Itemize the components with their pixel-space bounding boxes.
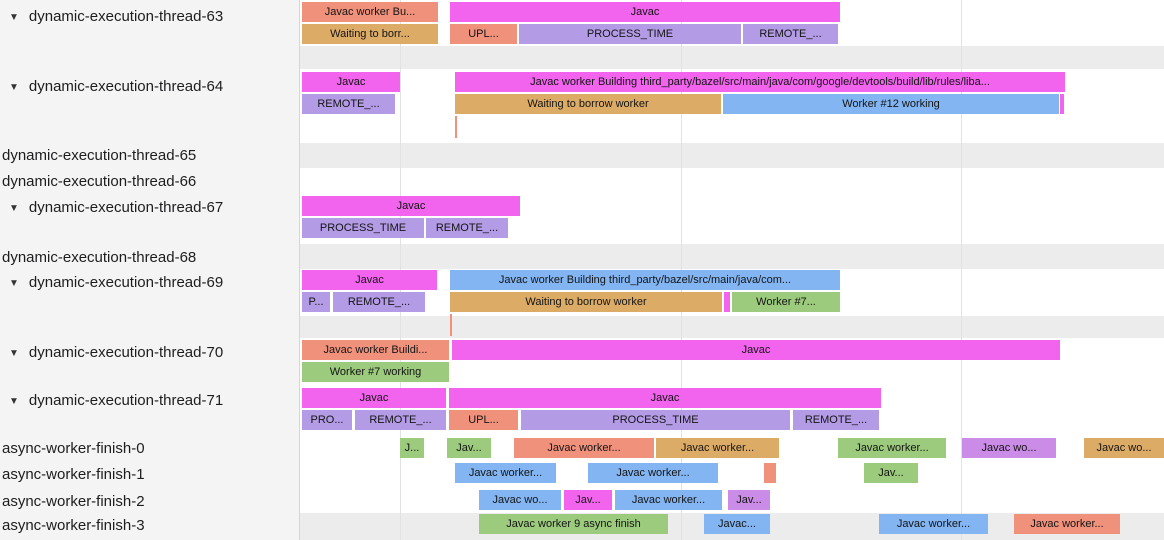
trace-slice[interactable]: UPL... — [450, 24, 517, 44]
collapse-triangle-icon[interactable]: ▼ — [9, 396, 19, 407]
thread-label[interactable]: ▼ dynamic-execution-thread-64 — [0, 76, 300, 97]
trace-slice[interactable]: Jav... — [864, 463, 918, 483]
trace-slice[interactable]: Javac — [302, 72, 400, 92]
thread-name: dynamic-execution-thread-69 — [28, 274, 224, 291]
thread-label[interactable]: async-worker-finish-0 — [0, 438, 300, 459]
trace-slice[interactable]: Javac worker... — [1014, 514, 1120, 534]
trace-slice[interactable]: REMOTE_... — [333, 292, 425, 312]
trace-slice[interactable]: Worker #7 working — [302, 362, 449, 382]
thread-name: async-worker-finish-2 — [2, 493, 145, 510]
trace-slice[interactable]: Javac worker Building third_party/bazel/… — [455, 72, 1065, 92]
trace-slice[interactable]: PROCESS_TIME — [521, 410, 790, 430]
trace-slice[interactable]: Javac worker... — [838, 438, 946, 458]
trace-slice[interactable]: Javac worker... — [879, 514, 988, 534]
trace-slice[interactable]: PRO... — [302, 410, 352, 430]
trace-slice[interactable]: Javac worker 9 async finish — [479, 514, 668, 534]
trace-slice[interactable]: Javac — [302, 196, 520, 216]
trace-slice[interactable]: REMOTE_... — [743, 24, 838, 44]
trace-slice[interactable]: Worker #7... — [732, 292, 840, 312]
thread-label[interactable]: ▼ dynamic-execution-thread-70 — [0, 342, 300, 363]
collapse-triangle-icon[interactable]: ▼ — [9, 82, 19, 93]
thread-name: dynamic-execution-thread-63 — [28, 8, 224, 25]
trace-slice[interactable]: Jav... — [564, 490, 612, 510]
collapse-triangle-icon[interactable]: ▼ — [9, 348, 19, 359]
trace-slice[interactable]: Javac worker Building third_party/bazel/… — [450, 270, 840, 290]
thread-name: dynamic-execution-thread-71 — [28, 392, 224, 409]
thread-label[interactable]: dynamic-execution-thread-66 — [0, 171, 300, 192]
trace-slice[interactable]: REMOTE_... — [426, 218, 508, 238]
thread-label[interactable]: async-worker-finish-3 — [0, 515, 300, 536]
trace-slice[interactable]: PROCESS_TIME — [519, 24, 741, 44]
thread-name: dynamic-execution-thread-67 — [28, 199, 224, 216]
thread-label[interactable]: ▼ dynamic-execution-thread-71 — [0, 390, 300, 411]
thread-name: dynamic-execution-thread-70 — [28, 344, 224, 361]
trace-slice[interactable]: Javac worker... — [588, 463, 718, 483]
trace-slice[interactable]: P... — [302, 292, 330, 312]
trace-slice[interactable]: Javac worker... — [455, 463, 556, 483]
trace-slice[interactable]: Javac worker Buildi... — [302, 340, 449, 360]
trace-slice[interactable]: Javac... — [704, 514, 770, 534]
trace-slice[interactable]: REMOTE_... — [302, 94, 395, 114]
time-gridline — [961, 0, 962, 540]
sidebar: ▼ dynamic-execution-thread-63 ▼ dynamic-exe… — [0, 0, 300, 540]
thread-name: dynamic-execution-thread-68 — [2, 249, 197, 266]
trace-slice[interactable]: Javac — [449, 388, 881, 408]
collapse-triangle-icon[interactable]: ▼ — [9, 12, 19, 23]
trace-slice[interactable] — [1060, 94, 1064, 114]
trace-slice[interactable]: Javac — [450, 2, 840, 22]
trace-slice[interactable]: Javac worker Bu... — [302, 2, 438, 22]
thread-label[interactable]: dynamic-execution-thread-68 — [0, 247, 300, 268]
trace-slice[interactable]: Javac — [452, 340, 1060, 360]
thread-label[interactable]: ▼ dynamic-execution-thread-67 — [0, 197, 300, 218]
trace-slice[interactable]: Jav... — [447, 438, 491, 458]
trace-slice[interactable]: Worker #12 working — [723, 94, 1059, 114]
trace-slice[interactable]: Jav... — [728, 490, 770, 510]
row-band — [300, 244, 1164, 269]
slice-tick[interactable] — [450, 314, 452, 336]
trace-slice[interactable] — [724, 292, 730, 312]
thread-label[interactable]: async-worker-finish-1 — [0, 464, 300, 485]
row-band — [300, 143, 1164, 168]
thread-name: dynamic-execution-thread-65 — [2, 147, 197, 164]
trace-slice[interactable]: Javac wo... — [1084, 438, 1164, 458]
trace-slice[interactable]: Javac wo... — [479, 490, 561, 510]
collapse-triangle-icon[interactable]: ▼ — [9, 278, 19, 289]
collapse-triangle-icon[interactable]: ▼ — [9, 203, 19, 214]
trace-slice[interactable]: Javac — [302, 388, 446, 408]
trace-slice[interactable]: REMOTE_... — [355, 410, 446, 430]
trace-slice[interactable]: Javac worker... — [656, 438, 779, 458]
trace-slice[interactable]: Waiting to borrow worker — [450, 292, 722, 312]
trace-slice[interactable]: Waiting to borrow worker — [455, 94, 721, 114]
thread-name: async-worker-finish-0 — [2, 440, 145, 457]
thread-label[interactable]: dynamic-execution-thread-65 — [0, 145, 300, 166]
trace-slice[interactable] — [764, 463, 776, 483]
thread-label[interactable]: ▼ dynamic-execution-thread-69 — [0, 272, 300, 293]
trace-slice[interactable]: REMOTE_... — [793, 410, 879, 430]
trace-slice[interactable]: Javac — [302, 270, 437, 290]
thread-name: dynamic-execution-thread-66 — [2, 173, 197, 190]
trace-slice[interactable]: Javac worker... — [615, 490, 722, 510]
trace-slice[interactable]: J... — [400, 438, 424, 458]
trace-slice[interactable]: PROCESS_TIME — [302, 218, 424, 238]
trace-slice[interactable]: Javac worker... — [514, 438, 654, 458]
thread-name: async-worker-finish-1 — [2, 466, 145, 483]
trace-slice[interactable]: Javac wo... — [962, 438, 1056, 458]
row-band — [300, 316, 1164, 338]
thread-label[interactable]: ▼ dynamic-execution-thread-63 — [0, 6, 300, 27]
trace-slice[interactable]: UPL... — [449, 410, 518, 430]
thread-name: async-worker-finish-3 — [2, 517, 145, 534]
trace-slice[interactable]: Waiting to borr... — [302, 24, 438, 44]
slice-tick[interactable] — [455, 116, 457, 138]
thread-name: dynamic-execution-thread-64 — [28, 78, 224, 95]
thread-label[interactable]: async-worker-finish-2 — [0, 491, 300, 512]
row-band — [300, 46, 1164, 69]
